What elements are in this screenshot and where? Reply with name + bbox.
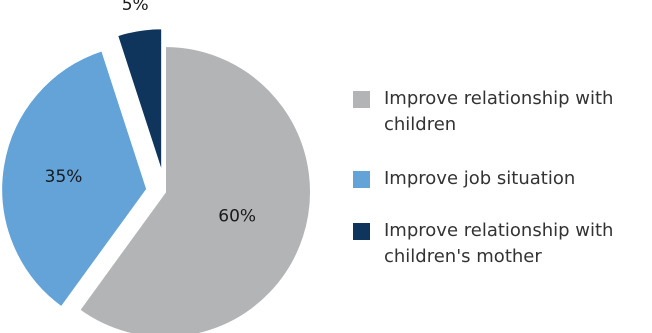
legend-label-relationship-children: Improve relationship with children bbox=[384, 88, 614, 135]
slice-relationship-mother bbox=[115, 27, 164, 175]
legend-swatch-relationship-mother bbox=[353, 223, 370, 240]
pie-data-labels: 60% 35% 5% bbox=[45, 0, 256, 226]
data-label-job-situation: 35% bbox=[45, 167, 83, 187]
slice-job-situation bbox=[0, 49, 149, 309]
legend-swatch-relationship-children bbox=[353, 91, 370, 108]
data-label-relationship-children: 60% bbox=[218, 206, 256, 226]
slice-relationship-children bbox=[77, 44, 312, 333]
data-label-relationship-mother: 5% bbox=[122, 0, 149, 15]
legend-label-relationship-mother: Improve relationship with children's mot… bbox=[384, 220, 614, 267]
pie-slices bbox=[0, 27, 312, 333]
legend-swatch-job-situation bbox=[353, 171, 370, 188]
legend-label-job-situation: Improve job situation bbox=[384, 168, 576, 189]
